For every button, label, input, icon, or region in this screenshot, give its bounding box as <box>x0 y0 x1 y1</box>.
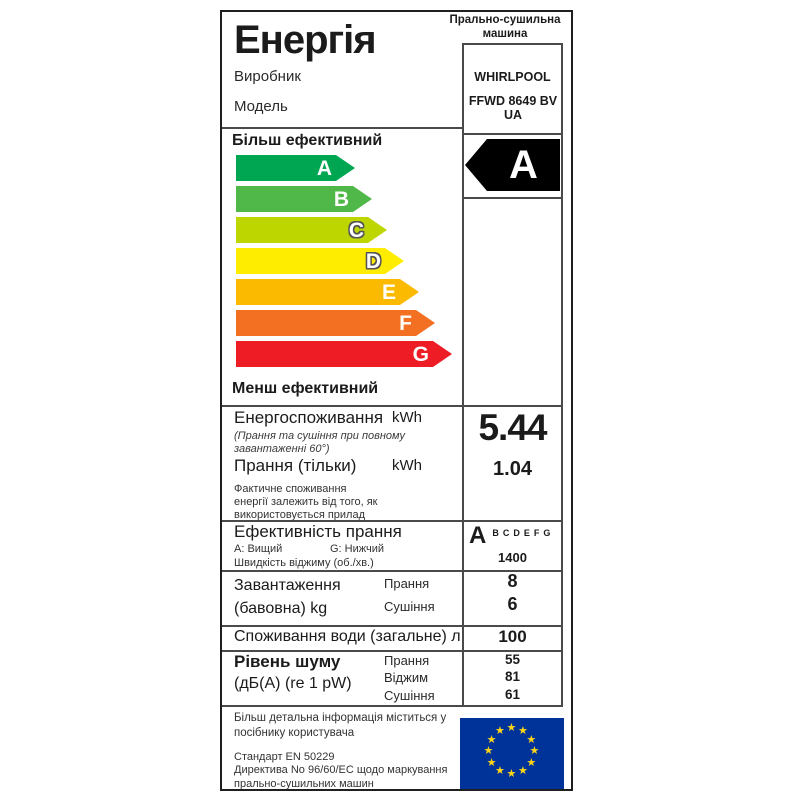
efficiency-grade-scale: BCDEFG <box>492 528 555 538</box>
rating-bar-c: C <box>236 217 387 243</box>
noise-spinning-value: 81 <box>504 669 521 684</box>
rating-bar-f-letter: F <box>399 311 412 335</box>
appliance-type: Прально-сушильна машина <box>449 14 561 40</box>
efficiency-grade-row: A BCDEFG <box>469 524 561 548</box>
noise-drying-value: 61 <box>504 687 521 702</box>
eu-flag: ★ ★ ★ ★ ★ ★ ★ ★ ★ ★ ★ ★ <box>460 718 564 789</box>
eu-star-icon: ★ <box>518 764 528 777</box>
noise-level-label: Рівень шуму <box>234 652 341 671</box>
rating-bar-d-letter: D <box>365 249 381 273</box>
eu-star-icon: ★ <box>495 725 505 738</box>
rating-bar-a-letter: A <box>316 156 332 180</box>
eu-star-icon: ★ <box>506 768 517 780</box>
divider-line <box>462 43 563 45</box>
load-washing-value: 8 <box>507 571 518 591</box>
eu-star-icon: ★ <box>495 764 505 777</box>
noise-washing-label: Прання <box>384 653 430 668</box>
spin-speed-label: Швидкість віджиму (об./хв.) <box>234 557 374 569</box>
eu-star-icon: ★ <box>529 745 540 757</box>
washing-only-label: Прання (тільки) <box>234 456 357 475</box>
energy-consumption-value: 5.44 <box>478 407 547 448</box>
rating-bar-g-letter: G <box>412 342 429 366</box>
rating-bar-f: F <box>236 310 435 336</box>
eu-star-icon: ★ <box>518 725 528 738</box>
eu-star-icon: ★ <box>483 745 494 757</box>
model-label: Модель <box>234 98 288 115</box>
rating-bar-c-letter: C <box>348 218 364 242</box>
energy-label: Енергія Прально-сушильна машина Виробник… <box>220 10 573 791</box>
divider-line <box>462 133 563 135</box>
rating-bar-b-letter: B <box>333 187 349 211</box>
rating-bar-a: A <box>236 155 355 181</box>
divider-line <box>462 197 563 199</box>
divider-line <box>222 570 563 572</box>
divider-line <box>222 127 462 129</box>
manufacturer-label: Виробник <box>234 68 301 85</box>
more-efficient-label: Більш ефективний <box>232 132 383 149</box>
energy-consumption-label: Енергоспоживання <box>234 408 384 427</box>
manufacturer-value: WHIRLPOOL <box>474 70 551 84</box>
load-drying-label: Сушіння <box>384 599 435 614</box>
model-value: FFWD 8649 BV UA <box>468 94 558 122</box>
rating-bar-g: G <box>236 341 452 367</box>
energy-consumption-note: (Прання та сушіння при повному завантаже… <box>234 430 405 455</box>
noise-washing-value: 55 <box>504 652 521 667</box>
divider-line <box>222 405 563 407</box>
directive-reference: Директива No 96/60/EC щодо маркування пр… <box>234 764 448 790</box>
load-drying-value: 6 <box>507 594 518 614</box>
washing-efficiency-label: Ефективність прання <box>234 522 402 541</box>
divider-line <box>561 43 563 705</box>
divider-line <box>222 520 563 522</box>
divider-line <box>222 625 563 627</box>
standard-reference: Стандарт EN 50229 <box>234 751 335 763</box>
rating-indicator-arrow: A <box>465 139 560 191</box>
washing-unit-kwh: kWh <box>392 457 422 474</box>
load-washing-label: Прання <box>384 576 430 591</box>
eu-star-icon: ★ <box>526 756 537 769</box>
water-consumption-value: 100 <box>498 627 527 646</box>
noise-drying-label: Сушіння <box>384 688 435 703</box>
noise-spinning-label: Віджим <box>384 670 429 685</box>
eu-star-icon: ★ <box>486 733 497 746</box>
efficiency-low-note: G: Нижчий <box>330 543 385 555</box>
noise-unit-label: (дБ(А) (re 1 pW) <box>234 675 352 692</box>
rating-bar-e-letter: E <box>381 280 396 304</box>
eu-star-icon: ★ <box>486 756 497 769</box>
efficiency-grade-value: A <box>469 522 487 549</box>
rating-bar-b: B <box>236 186 372 212</box>
efficiency-high-note: A: Вищий <box>234 543 283 555</box>
rating-bar-d: D <box>236 248 404 274</box>
label-title: Енергія <box>234 18 377 62</box>
load-capacity-label: Завантаження (бавовна) kg <box>234 577 341 617</box>
rating-bar-e: E <box>236 279 419 305</box>
divider-line <box>222 650 563 652</box>
eu-star-icon: ★ <box>526 733 537 746</box>
further-information-note: Більш детальна інформація міститься у по… <box>234 712 447 739</box>
rating-indicator-letter: A <box>509 143 538 187</box>
spin-speed-value: 1400 <box>498 550 527 565</box>
eu-star-icon: ★ <box>506 722 517 734</box>
divider-line <box>222 705 563 707</box>
energy-unit-kwh: kWh <box>392 409 422 426</box>
water-consumption-label: Споживання води (загальне) л <box>234 628 461 645</box>
actual-consumption-note: Фактичне споживання енергії залежить від… <box>234 483 378 521</box>
washing-only-value: 1.04 <box>493 458 532 480</box>
less-efficient-label: Менш ефективний <box>232 380 379 397</box>
divider-line <box>462 43 464 705</box>
